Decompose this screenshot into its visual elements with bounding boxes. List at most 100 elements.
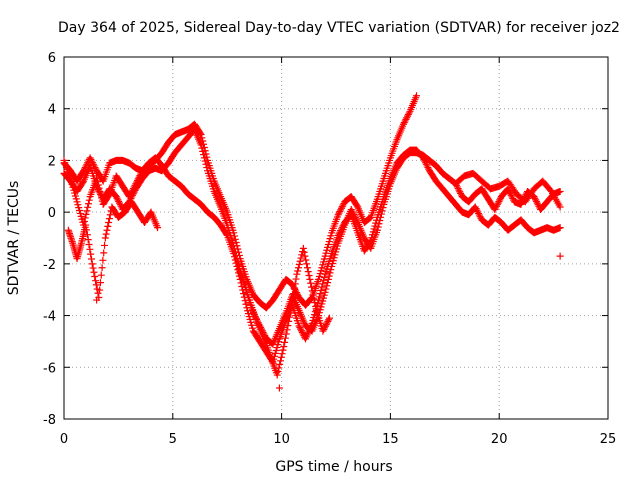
data-point [421,157,429,165]
data-point [293,270,301,278]
data-point [422,160,430,168]
data-point [532,197,540,205]
data-point [242,300,250,308]
data-point [199,147,207,155]
data-point [496,196,504,204]
data-point [93,175,101,183]
data-point [321,288,329,296]
data-point [129,185,137,193]
data-point [292,275,300,283]
data-point [85,240,93,248]
data-point [279,346,287,354]
data-point [105,191,113,199]
data-point [230,250,238,258]
data-point [84,236,92,244]
x-tick-label: 5 [169,432,177,447]
data-marks [60,92,564,392]
data-point [231,253,239,261]
data-point [419,154,427,162]
data-point [132,180,140,188]
x-tick-label: 0 [60,432,68,447]
chart-title: Day 364 of 2025, Sidereal Day-to-day VTE… [58,20,620,36]
data-point [277,353,285,361]
data-point [472,205,480,213]
data-point [337,227,345,235]
data-point [312,303,320,311]
data-point [293,289,301,297]
data-point [97,271,105,279]
data-point [365,215,373,223]
data-point [87,155,95,163]
data-point [125,193,133,201]
data-point [88,157,96,165]
data-point [318,283,326,291]
x-tick-label: 15 [382,432,399,447]
data-point [79,178,87,186]
data-point [286,309,294,317]
data-point [321,324,329,332]
data-point [309,291,317,299]
data-point [281,334,289,342]
data-point [295,322,303,330]
data-point [222,230,230,238]
y-tick-label: 2 [48,154,56,169]
data-point [299,248,307,256]
data-point [366,238,374,246]
data-point [136,172,144,180]
data-point [297,327,305,335]
data-point [303,264,311,272]
data-point [112,193,120,201]
data-point [96,286,104,294]
plot-frame [63,56,609,420]
data-point [334,211,342,219]
data-point [319,277,327,285]
data-point [127,189,135,197]
data-point [534,201,542,209]
data-point [335,230,343,238]
data-point [353,202,361,210]
data-point [319,327,327,335]
data-point [102,230,110,238]
data-point [88,260,96,268]
data-point [202,160,210,168]
data-point [86,154,94,162]
data-point [336,207,344,215]
data-point [492,204,500,212]
data-point [289,294,297,302]
data-point [473,206,481,214]
data-point [509,195,517,203]
data-point [81,214,89,222]
data-point [231,235,239,243]
data-point [317,286,325,294]
data-point [303,260,311,268]
data-point [133,176,141,184]
data-point [321,322,329,330]
data-point [336,228,344,236]
data-point [134,175,142,183]
data-point [84,200,92,208]
data-point [456,188,464,196]
data-point [290,290,298,298]
data-point [80,218,88,226]
data-point [90,268,98,276]
y-axis-label: SDTVAR / TECUs [6,181,22,296]
data-point [322,321,330,329]
data-point [288,299,296,307]
data-point [93,178,101,186]
data-point [420,155,428,163]
data-point [404,111,412,119]
data-point [106,211,114,219]
data-point [283,326,291,334]
data-point [556,203,564,211]
data-point [135,173,143,181]
data-point [413,92,421,100]
data-point [531,194,539,202]
data-point [476,213,484,221]
data-point [311,299,319,307]
data-point [285,317,293,325]
data-point [297,254,305,262]
data-point [475,211,483,219]
data-point [197,141,205,149]
data-point [86,245,94,253]
y-tick-label: -8 [43,413,56,428]
